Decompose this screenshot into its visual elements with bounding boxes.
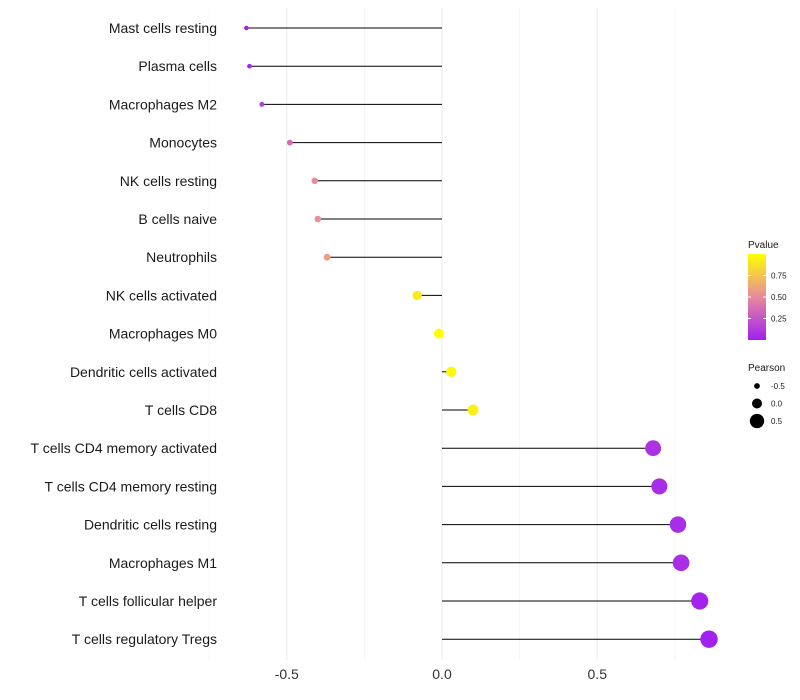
x-tick-label: 0.5 (588, 666, 608, 682)
category-label: T cells CD4 memory activated (31, 440, 217, 456)
pvalue-colorbar (748, 254, 766, 340)
category-label: T cells CD4 memory resting (45, 478, 217, 494)
lollipop-point (700, 630, 718, 648)
lollipop-point (446, 366, 457, 377)
grid-lines (208, 8, 676, 660)
lollipop-point (672, 554, 690, 572)
pearson-size-label: 0.5 (771, 417, 783, 426)
pearson-size-key (749, 413, 765, 429)
pvalue-legend: Pvalue 0.25 0.50 0.75 (748, 240, 787, 340)
pvalue-tick-label: 0.75 (771, 272, 787, 281)
lollipop-point (323, 253, 331, 261)
pearson-size-key (754, 383, 760, 389)
lollipop-point (314, 215, 322, 223)
category-label: Macrophages M1 (109, 555, 217, 571)
lollipop-stems (246, 27, 710, 640)
category-label: NK cells activated (106, 287, 217, 303)
lollipop-point (645, 440, 662, 457)
x-tick-label: 0.0 (432, 666, 452, 682)
lollipop-point (244, 25, 249, 31)
category-label: Macrophages M2 (109, 96, 217, 112)
category-label: Mast cells resting (109, 20, 217, 36)
x-tick-label: -0.5 (275, 666, 299, 682)
category-label: NK cells resting (120, 173, 217, 189)
category-label: Neutrophils (146, 249, 217, 265)
pearson-size-label: -0.5 (771, 382, 785, 391)
pearson-legend: Pearson -0.5 0.0 0.5 (748, 363, 785, 429)
lollipop-point (286, 139, 293, 146)
category-label: T cells CD8 (145, 402, 217, 418)
lollipop-point (467, 404, 479, 416)
pvalue-tick-label: 0.25 (771, 315, 787, 324)
lollipop-points (244, 25, 718, 648)
lollipop-point (412, 290, 422, 301)
pearson-legend-title: Pearson (748, 363, 785, 374)
category-label: Monocytes (149, 135, 217, 151)
category-label: Macrophages M0 (109, 326, 217, 342)
pvalue-tick-label: 0.50 (771, 293, 787, 302)
x-axis-ticks: -0.5 0.0 0.5 (275, 666, 608, 682)
category-label: Dendritic cells activated (70, 364, 217, 380)
category-label: Plasma cells (138, 58, 217, 74)
lollipop-point (651, 478, 668, 495)
pvalue-legend-title: Pvalue (748, 240, 779, 251)
category-label: T cells regulatory Tregs (72, 631, 217, 647)
lollipop-point (669, 516, 687, 533)
category-label: T cells follicular helper (79, 593, 218, 609)
lollipop-point (311, 177, 318, 185)
lollipop-point (259, 101, 265, 107)
lollipop-point (247, 63, 252, 69)
category-label: B cells naive (138, 211, 217, 227)
lollipop-point (433, 328, 444, 339)
category-labels: Mast cells resting Plasma cells Macrophage… (31, 20, 218, 647)
lollipop-point (691, 592, 709, 610)
pearson-size-label: 0.0 (771, 400, 783, 409)
category-label: Dendritic cells resting (84, 517, 217, 533)
pearson-size-key (751, 398, 763, 409)
